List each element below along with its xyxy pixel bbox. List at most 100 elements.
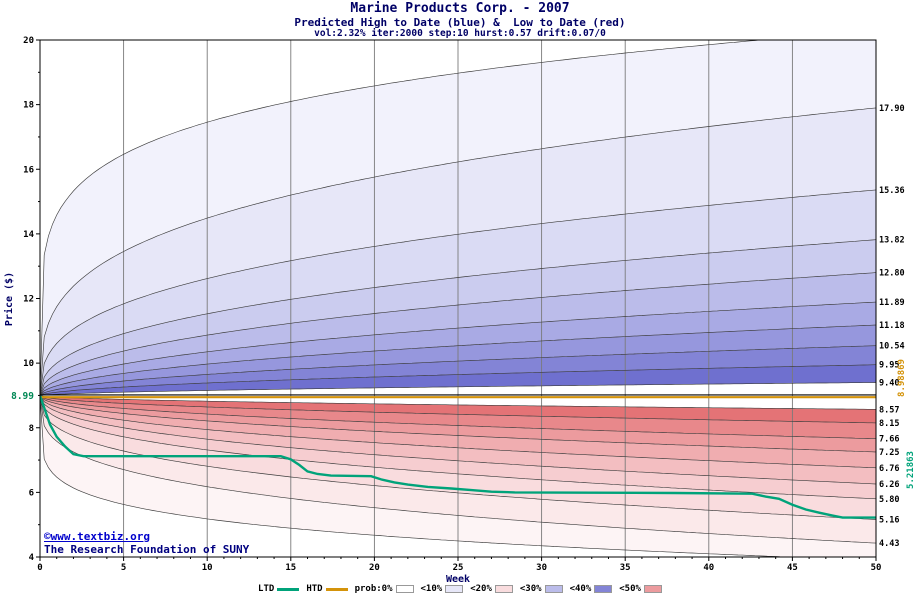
lower-boundary-line <box>40 395 876 485</box>
y-tick-label: 20 <box>23 36 34 46</box>
x-tick-label: 0 <box>37 563 42 573</box>
upper-boundary-line <box>40 382 876 397</box>
legend-item-htd: HTD <box>306 584 348 594</box>
lower-boundary-line <box>40 395 876 500</box>
lower-prob-band-2 <box>40 395 876 520</box>
right-value-label: 6.26 <box>879 480 899 490</box>
chart-subtitle: Predicted High to Date (blue) & Low to D… <box>294 16 626 29</box>
lower-prob-band-0 <box>40 395 876 557</box>
right-value-label: 15.36 <box>879 186 905 196</box>
y-tick-label: 18 <box>23 101 34 111</box>
y-tick-label: 6 <box>29 488 34 498</box>
ltd-line <box>40 395 876 519</box>
legend-swatch <box>594 585 613 593</box>
x-tick-label: 10 <box>202 563 213 573</box>
legend-item-30: <30% <box>520 584 563 594</box>
legend-swatch <box>277 587 300 591</box>
upper-boundary-line <box>40 107 876 396</box>
y-tick-label: 16 <box>23 165 34 175</box>
legend-swatch <box>494 585 513 593</box>
upper-boundary-line <box>40 345 876 397</box>
upper-prob-band-5 <box>40 302 876 396</box>
ltd-value-label: 5.21863 <box>906 451 916 489</box>
right-value-label: 9.40 <box>879 379 899 389</box>
lower-boundary-line <box>40 395 876 520</box>
legend-label: <30% <box>519 584 542 594</box>
right-value-label: 8.15 <box>879 419 899 429</box>
right-value-label: 5.80 <box>879 495 899 505</box>
htd-value-label: 8.98869 <box>897 359 907 397</box>
legend-item-ltd: LTD <box>258 584 300 594</box>
lower-boundary-line <box>40 395 876 544</box>
lower-boundary-line <box>40 395 876 410</box>
y-tick-label: 10 <box>23 359 34 369</box>
y-tick-label: 12 <box>23 295 34 305</box>
legend-item-40: <40% <box>570 584 613 594</box>
lower-boundary-line <box>40 395 876 453</box>
right-value-label: 11.18 <box>879 321 905 331</box>
plot-area <box>40 40 876 557</box>
credit-foundation: The Research Foundation of SUNY <box>44 543 250 556</box>
x-tick-label: 40 <box>703 563 714 573</box>
right-value-label: 9.95 <box>879 361 899 371</box>
lower-prob-band-5 <box>40 395 876 468</box>
lower-prob-band-6 <box>40 395 876 452</box>
legend-item-prob0: prob:0% <box>355 584 414 594</box>
right-value-label: 4.43 <box>879 539 899 549</box>
right-value-label: 13.82 <box>879 236 905 246</box>
upper-prob-band-3 <box>40 239 876 396</box>
legend-label: HTD <box>306 584 323 594</box>
legend-label: <20% <box>470 584 492 594</box>
x-tick-label: 5 <box>121 563 126 573</box>
legend-item-20: <20% <box>470 584 513 594</box>
x-tick-label: 45 <box>787 563 798 573</box>
upper-boundary-line <box>40 301 876 396</box>
upper-boundary-line <box>40 272 876 396</box>
legend-swatch <box>325 587 348 591</box>
upper-prob-band-1 <box>40 107 876 396</box>
y-axis-title: Price ($) <box>4 271 15 327</box>
x-tick-label: 20 <box>369 563 380 573</box>
upper-prob-band-4 <box>40 272 876 396</box>
legend-swatch <box>544 585 563 593</box>
upper-boundary-line <box>40 189 876 396</box>
lower-boundary-line <box>40 395 876 424</box>
x-tick-label: 35 <box>620 563 631 573</box>
legend-label: <10% <box>420 584 443 594</box>
x-tick-label: 25 <box>453 563 464 573</box>
legend-label: <40% <box>569 584 592 594</box>
right-value-label: 17.90 <box>879 104 905 114</box>
start-price-label: 8.99 <box>11 391 34 402</box>
right-value-label: 12.80 <box>879 269 905 279</box>
right-value-label: 7.66 <box>879 435 899 445</box>
x-tick-label: 50 <box>871 563 882 573</box>
legend-item-50: <50% <box>619 584 662 594</box>
chart-legend: LTD HTD prob:0% <10% <20% <30% <40% <50% <box>0 584 920 594</box>
right-value-label: 11.89 <box>879 298 905 308</box>
y-tick-label: 4 <box>29 553 35 563</box>
right-value-label: 6.76 <box>879 464 899 474</box>
upper-boundary-line <box>40 364 876 397</box>
credit-website: ©www.textbiz.org <box>44 530 150 543</box>
y-tick-label: 14 <box>23 230 34 240</box>
legend-swatch <box>643 585 662 593</box>
legend-swatch <box>395 585 414 593</box>
y-tick-label: 8 <box>29 424 34 434</box>
lower-prob-band-4 <box>40 395 876 484</box>
legend-swatch <box>445 585 464 593</box>
upper-prob-band-0 <box>40 40 876 396</box>
legend-label: prob:0% <box>354 584 393 594</box>
x-axis-title: Week <box>445 574 471 585</box>
legend-label: LTD <box>258 584 275 594</box>
chart-title: Marine Products Corp. - 2007 <box>350 1 570 16</box>
upper-boundary-line <box>40 324 876 397</box>
upper-boundary-line <box>40 239 876 396</box>
right-value-label: 5.16 <box>879 516 899 526</box>
upper-prob-band-2 <box>40 189 876 396</box>
lower-boundary-line <box>40 395 798 557</box>
right-value-label: 10.54 <box>879 342 905 352</box>
chart-params: vol:2.32% iter:2000 step:10 hurst:0.57 d… <box>314 28 606 39</box>
right-value-label: 8.57 <box>879 405 899 415</box>
